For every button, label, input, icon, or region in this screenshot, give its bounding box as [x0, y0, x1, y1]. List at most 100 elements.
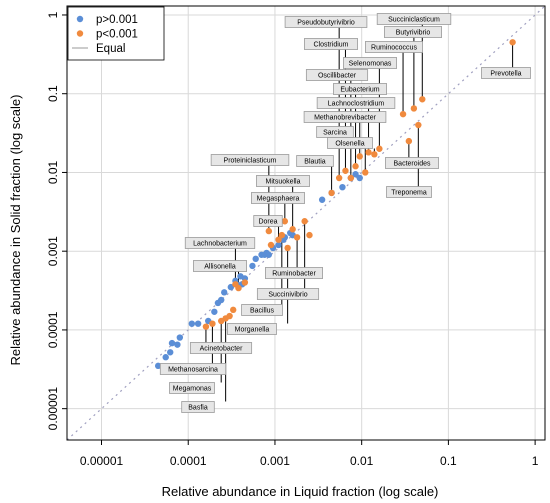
y-axis-title: Relative abundance in Solid fraction (lo… — [8, 95, 23, 366]
label-box — [189, 342, 253, 354]
point-p-high — [227, 283, 235, 291]
point-p-low — [241, 279, 249, 286]
x-tick-label: 0.1 — [440, 454, 457, 468]
point-p-low — [376, 145, 383, 152]
legend-box — [67, 6, 165, 61]
point-label: Eubacterium — [340, 87, 379, 94]
point-label: Methanobrevibacter — [314, 115, 377, 122]
point-label: Sarcina — [323, 130, 347, 137]
point-p-low — [278, 231, 286, 239]
plot-frame — [66, 5, 546, 441]
label-box — [241, 304, 283, 316]
point-p-high — [221, 289, 228, 296]
point-label: Megamonas — [173, 386, 212, 393]
point-label: Mitsuokella — [265, 179, 300, 186]
legend-label: p<0.001 — [96, 29, 138, 41]
point-p-high — [211, 308, 218, 315]
label-box — [253, 215, 283, 227]
label-box — [159, 363, 227, 375]
label-box — [227, 323, 277, 335]
x-tick-label: 0.00001 — [80, 454, 124, 468]
point-label: Butyrivibrio — [396, 30, 431, 37]
y-tick-label: 1 — [46, 11, 60, 18]
point-p-low — [229, 306, 237, 314]
label-box — [169, 382, 215, 394]
point-label: Proteiniclasticum — [224, 158, 277, 165]
point-label: Allisonella — [204, 264, 236, 271]
point-label: Selenomonas — [349, 61, 392, 68]
label-box — [383, 26, 442, 38]
point-p-high — [154, 362, 162, 370]
y-tick-label: 0.0001 — [46, 311, 60, 348]
point-label: Clostridium — [313, 42, 348, 49]
label-box — [316, 97, 396, 109]
point-label: Basfia — [188, 405, 208, 412]
legend-label: p>0.001 — [96, 14, 138, 26]
point-label: Pseudobutyrivibrio — [297, 20, 355, 27]
point-p-low — [352, 163, 359, 170]
point-p-high — [168, 339, 176, 347]
point-p-low — [342, 167, 349, 174]
point-p-low — [306, 231, 313, 239]
x-axis-title: Relative abundance in Liquid fraction (l… — [162, 484, 439, 499]
point-p-high — [275, 241, 282, 249]
label-box — [333, 83, 387, 95]
x-tick-label: 0.001 — [260, 454, 290, 468]
point-label: Olsenella — [335, 141, 364, 148]
label-box — [343, 57, 397, 69]
point-p-high — [167, 349, 174, 356]
point-label: Morganella — [235, 327, 270, 334]
point-p-high — [218, 296, 225, 304]
point-p-low — [419, 96, 426, 103]
point-label: Bacteroides — [394, 161, 431, 168]
label-box — [256, 175, 310, 187]
y-axis-ticks: 0.00001 0.0001 0.001 0.01 0.1 1 — [46, 11, 67, 430]
label-box — [251, 192, 305, 204]
point-label: Ruminobacter — [272, 271, 316, 278]
point-p-high — [265, 251, 273, 258]
point-p-high — [174, 341, 181, 348]
label-box — [481, 67, 531, 79]
point-label: Succiniclasticum — [388, 17, 440, 24]
label-box — [304, 38, 358, 50]
point-p-low — [226, 312, 233, 320]
point-p-low — [265, 227, 273, 235]
label-box — [327, 137, 373, 149]
point-label: Bacillus — [250, 308, 275, 315]
point-p-low — [328, 189, 335, 197]
label-box — [256, 288, 320, 300]
point-p-high — [339, 183, 346, 191]
legend-label: Equal — [96, 43, 125, 55]
legend-marker — [76, 15, 84, 23]
point-p-high — [188, 320, 196, 327]
legend: p>0.001 p<0.001 Equal — [67, 6, 165, 61]
label-box — [305, 69, 369, 81]
point-p-high — [194, 320, 202, 327]
point-p-low — [405, 137, 413, 145]
y-tick-label: 0.1 — [46, 85, 60, 102]
point-label: Acinetobacter — [200, 346, 243, 353]
label-box — [376, 13, 452, 25]
label-box — [385, 157, 439, 169]
point-p-high — [356, 174, 363, 182]
y-tick-label: 0.001 — [46, 236, 60, 266]
data-points — [154, 39, 516, 370]
point-p-high — [249, 262, 256, 270]
label-box — [184, 237, 256, 249]
point-label: Ruminococcus — [371, 45, 417, 52]
point-p-high — [252, 255, 259, 263]
x-tick-label: 1 — [532, 454, 539, 468]
point-p-low — [399, 110, 407, 118]
point-p-low — [267, 241, 275, 249]
label-box — [303, 111, 387, 123]
point-p-low — [275, 236, 282, 243]
label-box — [181, 401, 215, 413]
point-p-low — [410, 105, 418, 112]
point-label: Treponema — [391, 190, 427, 197]
point-p-low — [415, 121, 422, 129]
point-p-low — [202, 323, 210, 330]
label-box — [193, 260, 247, 272]
x-tick-label: 0.01 — [350, 454, 374, 468]
point-label: Prevotella — [490, 71, 521, 78]
